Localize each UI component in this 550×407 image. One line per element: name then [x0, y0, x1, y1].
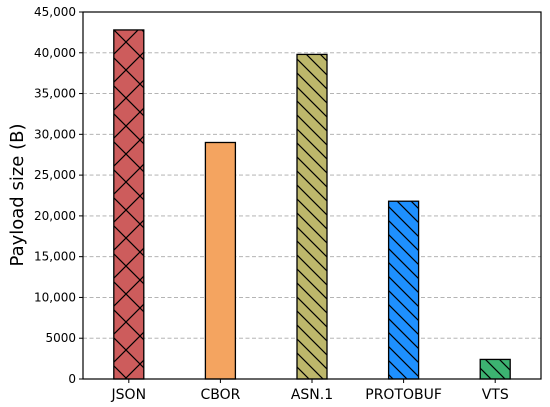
y-tick-label: 35,000: [34, 87, 76, 101]
y-tick-label: 30,000: [34, 127, 76, 141]
y-axis-ticks: 0 5000 10,000 15,000 20,000 25,000 30,000 35,00…: [34, 5, 83, 386]
bar-protobuf: [387, 200, 420, 380]
bar-vts: [479, 358, 511, 380]
x-axis-ticks: JSON CBOR ASN.1 PROTOBUF VTS: [111, 379, 509, 403]
x-tick-label: ASN.1: [291, 387, 333, 403]
bar-asn-1: [296, 53, 328, 380]
x-tick-label: CBOR: [200, 387, 240, 403]
y-tick-label: 40,000: [34, 46, 76, 60]
y-axis-title: Payload size (B): [7, 124, 28, 267]
y-tick-label: 15,000: [34, 250, 76, 264]
y-tick-label: 5000: [45, 331, 76, 345]
x-tick-label: JSON: [111, 387, 147, 403]
y-tick-label: 20,000: [34, 209, 76, 223]
x-tick-label: VTS: [482, 387, 509, 403]
y-tick-label: 45,000: [34, 5, 76, 19]
y-tick-label: 25,000: [34, 168, 76, 182]
y-tick-label: 10,000: [34, 290, 76, 304]
bar-cbor: [204, 141, 237, 380]
x-tick-label: PROTOBUF: [365, 387, 442, 403]
y-tick-label: 0: [68, 372, 76, 386]
bars: [113, 29, 511, 380]
bar-json: [113, 29, 145, 380]
